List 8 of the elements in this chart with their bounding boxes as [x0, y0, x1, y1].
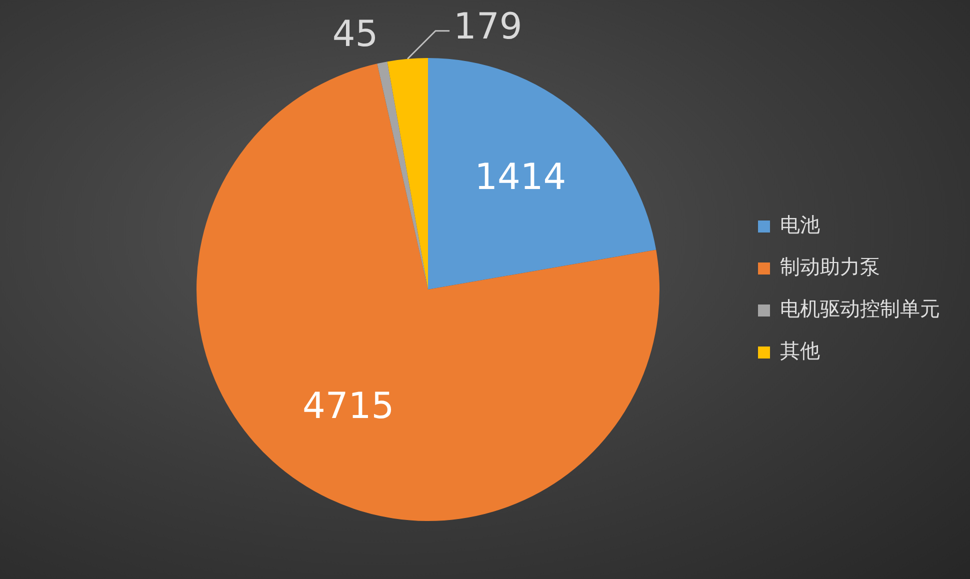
data-label: 4715	[302, 386, 394, 428]
legend-label: 其他	[780, 338, 820, 363]
data-label: 1414	[474, 157, 566, 198]
data-label: 179	[454, 6, 522, 48]
data-label: 45	[332, 14, 378, 55]
legend-label: 电池	[780, 212, 820, 237]
legend-label: 电机驱动控制单元	[780, 296, 940, 321]
legend-label: 制动助力泵	[780, 254, 880, 279]
